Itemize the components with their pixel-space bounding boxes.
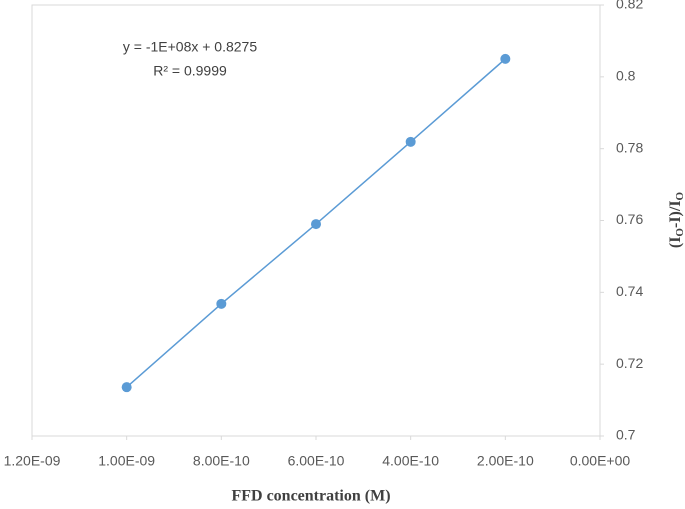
- x-tick-label: 4.00E-10: [382, 453, 439, 469]
- y-tick-label: 0.7: [616, 427, 636, 443]
- y-title-part: (I: [667, 237, 684, 249]
- y-tick-label: 0.76: [616, 211, 643, 227]
- point: [311, 219, 321, 230]
- point: [405, 136, 416, 147]
- x-tick-label: 2.00E-10: [477, 453, 534, 469]
- x-tick-label: 8.00E-10: [193, 453, 250, 469]
- x-tick-label: 1.00E-09: [98, 453, 155, 469]
- y-axis-title: (IO-I)/IO: [667, 191, 685, 248]
- y-tick-label: 0.8: [616, 68, 636, 84]
- y-tick-label: 0.74: [616, 283, 643, 299]
- y-tick-label: 0.78: [616, 139, 643, 155]
- r-squared: R² = 0.9999: [153, 63, 227, 79]
- point: [216, 298, 227, 309]
- y-tick-label: 0.72: [616, 355, 643, 371]
- point: [121, 382, 132, 393]
- x-tick-label: 0.00E+00: [570, 453, 631, 469]
- point: [500, 53, 511, 64]
- x-tick-label: 6.00E-10: [288, 453, 345, 469]
- y-title-sub: O: [674, 228, 685, 237]
- y-tick-label: 0.82: [616, 0, 643, 12]
- trendline-equation: y = -1E+08x + 0.8275: [123, 39, 257, 55]
- y-title-part: -I)/I: [667, 200, 684, 228]
- x-tick-label: 1.20E-09: [4, 453, 61, 469]
- x-axis-title: FFD concentration (M): [231, 488, 390, 505]
- y-title-sub: O: [674, 191, 685, 200]
